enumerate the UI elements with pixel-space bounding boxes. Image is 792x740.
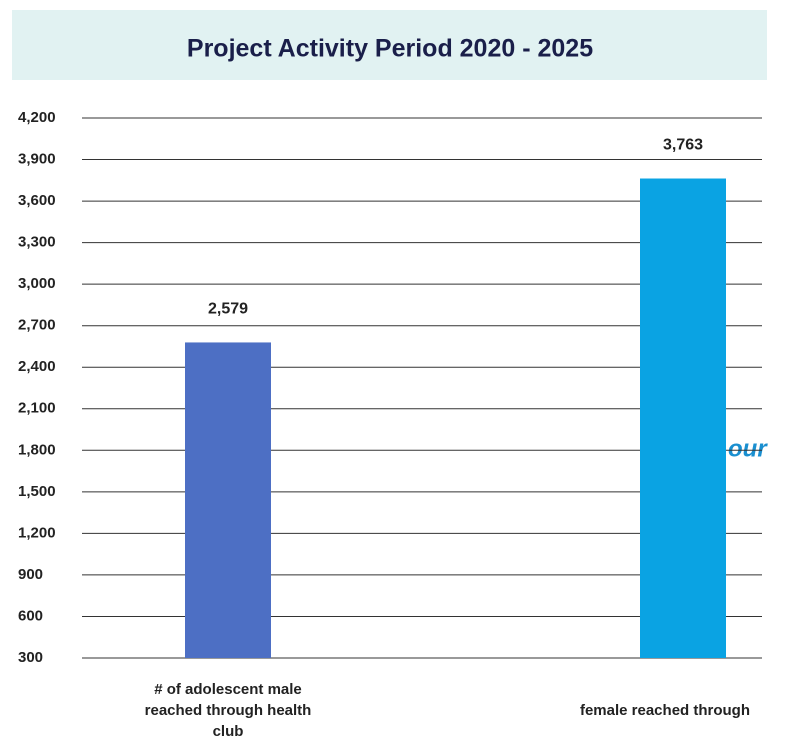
chart-title: Project Activity Period 2020 - 2025 [187, 35, 593, 63]
x-tick-label: female reached through [579, 701, 751, 719]
bar [185, 342, 271, 658]
y-tick-label: 2,400 [18, 358, 56, 375]
y-tick-label: 2,100 [18, 400, 56, 417]
y-tick-label: 1,500 [18, 483, 56, 500]
y-tick-label: 4,200 [18, 109, 56, 126]
y-tick-label: 900 [18, 566, 43, 583]
title-banner [12, 10, 767, 80]
y-tick-label: 3,000 [18, 275, 56, 292]
value-label: 3,763 [663, 137, 703, 154]
x-tick-label: # of adolescent male reached through hea… [144, 680, 312, 740]
annotation: our [728, 435, 768, 462]
y-tick-label: 600 [18, 607, 43, 624]
value-label: 2,579 [208, 301, 248, 318]
y-tick-label: 1,200 [18, 524, 56, 541]
y-tick-label: 1,800 [18, 441, 56, 458]
bar [640, 178, 726, 658]
y-tick-label: 3,600 [18, 192, 56, 209]
y-tick-label: 300 [18, 649, 43, 666]
y-tick-label: 2,700 [18, 317, 56, 334]
y-tick-label: 3,900 [18, 151, 56, 168]
y-tick-label: 3,300 [18, 234, 56, 251]
